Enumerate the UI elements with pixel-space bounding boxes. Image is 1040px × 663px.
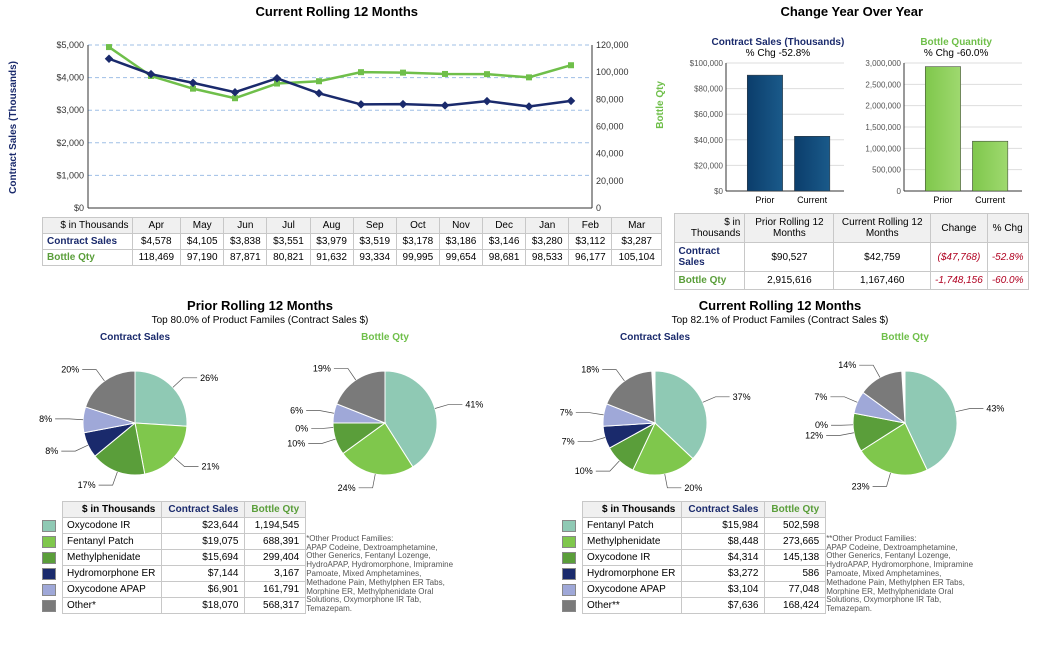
svg-text:Prior: Prior [755, 195, 774, 205]
svg-text:1,500,000: 1,500,000 [865, 123, 901, 132]
svg-text:12%: 12% [805, 430, 823, 440]
rolling-table: $ in ThousandsAprMayJunJulAugSepOctNovDe… [42, 217, 662, 266]
current-pie-sub: Top 82.1% of Product Familes (Contract S… [530, 315, 1030, 326]
svg-text:Current: Current [797, 195, 828, 205]
svg-text:24%: 24% [338, 483, 356, 493]
svg-text:20%: 20% [684, 483, 702, 493]
svg-text:20,000: 20,000 [596, 176, 624, 186]
svg-text:21%: 21% [202, 462, 220, 472]
yoy-title: Change Year Over Year [674, 4, 1030, 19]
yoy-qty-title: Bottle Quantity [920, 37, 992, 48]
svg-text:$1,000: $1,000 [56, 170, 84, 180]
fn-prior-body: APAP Codeine, Dextroamphetamine, Other G… [306, 543, 453, 614]
svg-text:$3,000: $3,000 [56, 105, 84, 115]
svg-text:2,000,000: 2,000,000 [865, 102, 901, 111]
prior-pie-block: Prior Rolling 12 Months Top 80.0% of Pro… [10, 298, 510, 614]
svg-text:500,000: 500,000 [872, 166, 901, 175]
svg-text:$20,000: $20,000 [694, 161, 723, 170]
svg-text:10%: 10% [287, 438, 305, 448]
rolling-block: Current Rolling 12 Months Contract Sales… [10, 4, 664, 290]
svg-text:40,000: 40,000 [596, 149, 624, 159]
top-row: Current Rolling 12 Months Contract Sales… [10, 4, 1030, 290]
svg-text:100,000: 100,000 [596, 67, 629, 77]
y2-axis-label: Bottle Qty [655, 81, 666, 129]
svg-text:7%: 7% [814, 392, 827, 402]
svg-text:37%: 37% [733, 392, 751, 402]
svg-text:$40,000: $40,000 [694, 136, 723, 145]
svg-text:$5,000: $5,000 [56, 40, 84, 50]
svg-text:2,500,000: 2,500,000 [865, 80, 901, 89]
svg-text:0%: 0% [815, 420, 828, 430]
line-chart-wrap: Contract Sales (Thousands) Bottle Qty $0… [10, 21, 664, 211]
svg-text:$0: $0 [74, 203, 84, 213]
yoy-table: $ in ThousandsPrior Rolling 12 MonthsCur… [674, 213, 1029, 290]
svg-text:1,000,000: 1,000,000 [865, 144, 901, 153]
prior-qty-pt: Bottle Qty [275, 332, 495, 343]
svg-text:Prior: Prior [933, 195, 952, 205]
prior-pie-sub: Top 80.0% of Product Familes (Contract S… [10, 315, 510, 326]
svg-text:19%: 19% [313, 363, 331, 373]
current-pie-block: Current Rolling 12 Months Top 82.1% of P… [530, 298, 1030, 614]
y1-axis-label: Contract Sales (Thousands) [8, 61, 19, 194]
svg-text:26%: 26% [200, 373, 218, 383]
rolling-title: Current Rolling 12 Months [10, 4, 664, 19]
svg-text:8%: 8% [45, 446, 58, 456]
svg-text:3,000,000: 3,000,000 [865, 59, 901, 68]
svg-text:$4,000: $4,000 [56, 73, 84, 83]
yoy-sales-pct: % Chg -52.8% [712, 48, 845, 59]
current-pie-title: Current Rolling 12 Months [530, 298, 1030, 313]
current-sales-pt: Contract Sales [545, 332, 765, 343]
dashboard: Current Rolling 12 Months Contract Sales… [0, 0, 1040, 663]
yoy-sales-title: Contract Sales (Thousands) [712, 37, 845, 48]
svg-text:$60,000: $60,000 [694, 110, 723, 119]
svg-text:18%: 18% [581, 365, 599, 375]
svg-text:$0: $0 [714, 187, 723, 196]
svg-text:8%: 8% [39, 414, 52, 424]
svg-text:$80,000: $80,000 [694, 85, 723, 94]
svg-text:14%: 14% [838, 360, 856, 370]
footnote-current: **Other Product Families: APAP Codeine, … [826, 535, 976, 614]
prior-sales-pt: Contract Sales [25, 332, 245, 343]
svg-text:80,000: 80,000 [596, 94, 624, 104]
prod-prior-table: $ in ThousandsContract SalesBottle QtyOx… [40, 501, 306, 614]
prior-pie-title: Prior Rolling 12 Months [10, 298, 510, 313]
yoy-qty-chart: 0 500,000 1,000,000 1,500,000 2,000,000 2,500… [856, 59, 1026, 209]
svg-text:23%: 23% [852, 481, 870, 491]
svg-text:0: 0 [896, 187, 901, 196]
yoy-qty-pct: % Chg -60.0% [920, 48, 992, 59]
svg-text:41%: 41% [465, 400, 483, 410]
svg-text:10%: 10% [575, 466, 593, 476]
fn-cur-title: **Other Product Families: [826, 534, 916, 543]
svg-text:7%: 7% [560, 408, 573, 418]
svg-text:120,000: 120,000 [596, 40, 629, 50]
svg-text:$100,000: $100,000 [689, 59, 723, 68]
bottom-row: Prior Rolling 12 Months Top 80.0% of Pro… [10, 298, 1030, 614]
fn-cur-body: APAP Codeine, Dextroamphetamine, Other G… [826, 543, 973, 614]
yoy-block: Change Year Over Year Contract Sales (Th… [674, 4, 1030, 290]
current-qty-pt: Bottle Qty [795, 332, 1015, 343]
svg-text:60,000: 60,000 [596, 122, 624, 132]
svg-text:6%: 6% [290, 406, 303, 416]
yoy-sales-chart: $0 $20,000 $40,000 $60,000 $80,000 $100,000 Pr… [678, 59, 848, 209]
svg-text:7%: 7% [562, 436, 575, 446]
svg-text:20%: 20% [61, 365, 79, 375]
svg-text:43%: 43% [986, 404, 1004, 414]
svg-text:0%: 0% [295, 424, 308, 434]
svg-text:Current: Current [975, 195, 1006, 205]
line-chart: $0 $1,000 $2,000 $3,000 $4,000 $5,000 0 20,000 4… [40, 39, 634, 211]
fn-prior-title: *Other Product Families: [306, 534, 393, 543]
svg-text:17%: 17% [78, 480, 96, 490]
footnote-prior: *Other Product Families: APAP Codeine, D… [306, 535, 456, 614]
svg-text:$2,000: $2,000 [56, 138, 84, 148]
prod-current-table: $ in ThousandsContract SalesBottle QtyFe… [560, 501, 826, 614]
svg-text:0: 0 [596, 203, 601, 213]
